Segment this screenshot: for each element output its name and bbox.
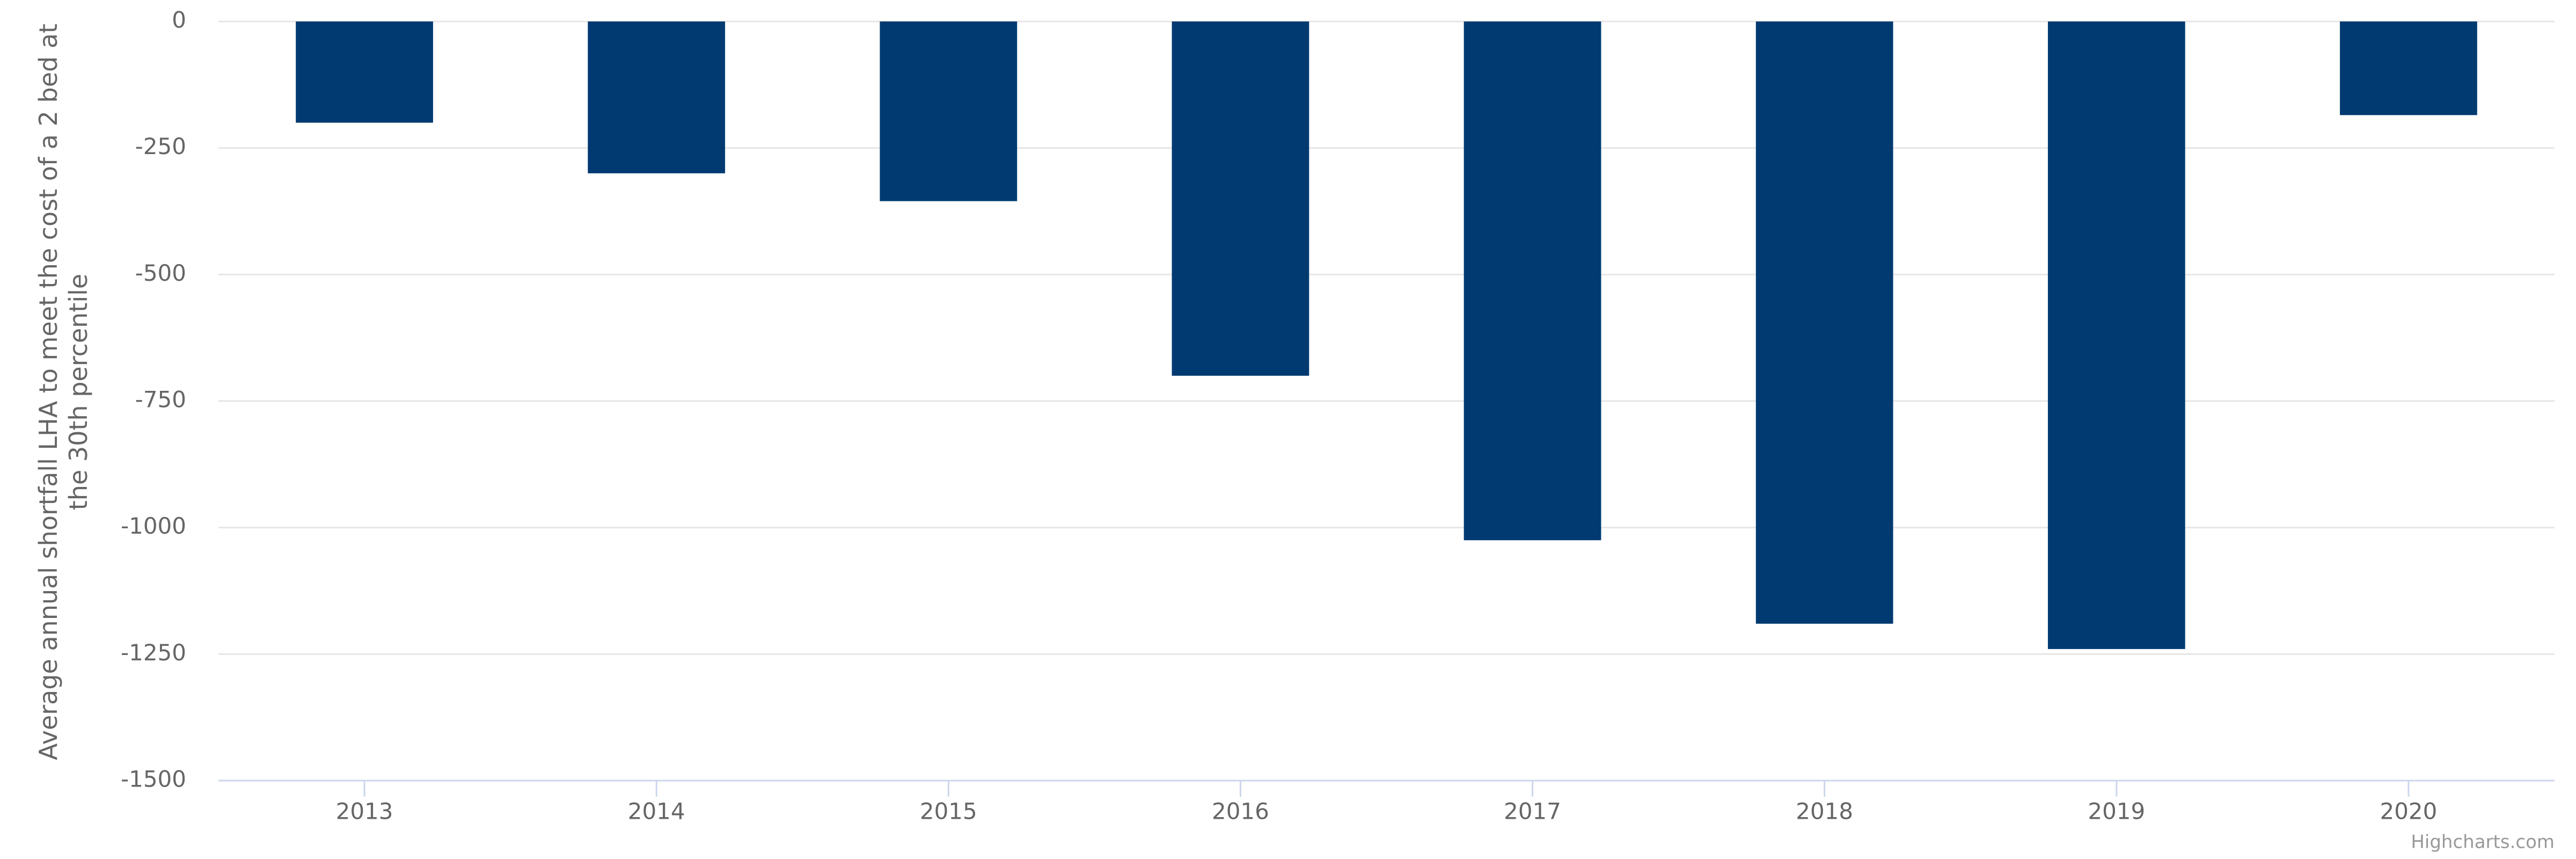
x-tick-label: 2015	[920, 798, 977, 825]
x-tick-label: 2014	[628, 798, 685, 825]
x-tick-label: 2013	[336, 798, 393, 825]
x-tick-label: 2018	[1796, 798, 1853, 825]
y-tick-label: -1250	[121, 639, 186, 666]
bar	[296, 21, 433, 123]
y-tick-label: 0	[172, 7, 186, 33]
bar	[588, 21, 726, 173]
y-tick-label: -750	[135, 387, 186, 413]
bar	[1463, 21, 1601, 541]
x-tick-label: 2016	[1212, 798, 1269, 825]
y-tick-label: -250	[135, 133, 186, 159]
credit: Highcharts.com	[2411, 832, 2555, 853]
bar	[1172, 21, 1309, 376]
x-tick-label: 2020	[2380, 798, 2437, 825]
bar	[880, 21, 1018, 201]
bar	[2340, 21, 2477, 115]
y-tick-label: -1000	[121, 513, 186, 539]
y-axis-title: Average annual shortfall LHA to meet the…	[34, 23, 93, 761]
x-tick-label: 2019	[2088, 798, 2145, 825]
y-tick-label: -1500	[121, 766, 186, 792]
x-tick-label: 2017	[1504, 798, 1561, 825]
y-tick-label: -500	[135, 260, 186, 286]
bar	[1755, 21, 1893, 624]
bar	[2047, 21, 2185, 649]
